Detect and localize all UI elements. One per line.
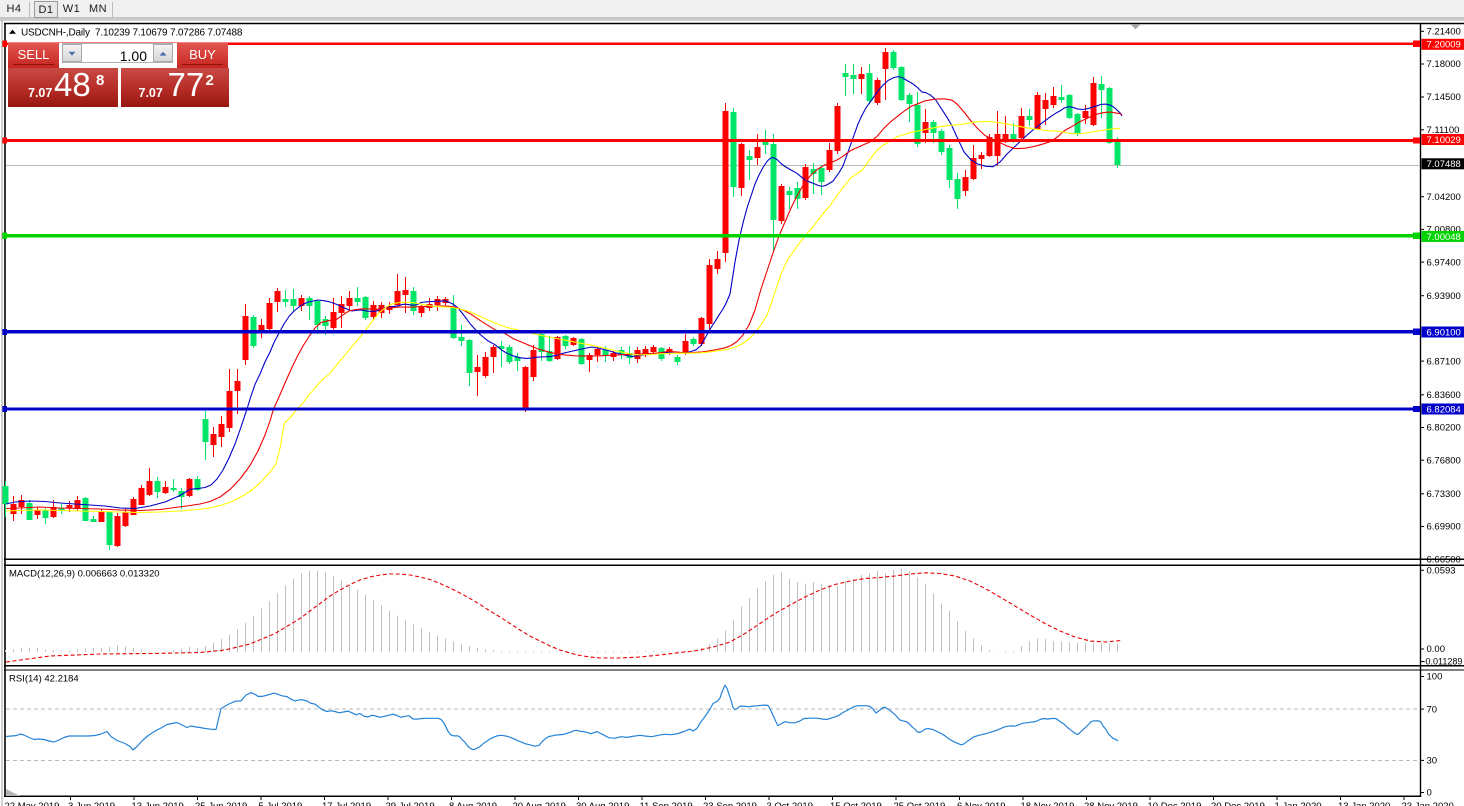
svg-text:23 Sep 2019: 23 Sep 2019 <box>703 801 757 806</box>
svg-text:18 Nov 2019: 18 Nov 2019 <box>1021 801 1075 806</box>
svg-text:70: 70 <box>1427 704 1438 715</box>
svg-text:5 Jul 2019: 5 Jul 2019 <box>259 801 303 806</box>
svg-text:7.21400: 7.21400 <box>1427 27 1461 38</box>
svg-text:3 Jun 2019: 3 Jun 2019 <box>68 801 115 806</box>
svg-text:6.69900: 6.69900 <box>1427 522 1461 533</box>
svg-text:7.11100: 7.11100 <box>1427 125 1460 136</box>
svg-text:6 Nov 2019: 6 Nov 2019 <box>957 801 1006 806</box>
svg-text:10 Dec 2019: 10 Dec 2019 <box>1148 801 1202 806</box>
svg-text:30 Aug 2019: 30 Aug 2019 <box>576 801 629 806</box>
svg-text:25 Jun 2019: 25 Jun 2019 <box>195 801 247 806</box>
svg-text:7.00048: 7.00048 <box>1427 232 1461 243</box>
svg-text:20 Dec 2019: 20 Dec 2019 <box>1211 801 1265 806</box>
svg-text:7.18000: 7.18000 <box>1427 59 1461 70</box>
svg-text:6.80200: 6.80200 <box>1427 423 1461 434</box>
svg-text:13 Jun 2019: 13 Jun 2019 <box>132 801 184 806</box>
svg-text:7.14500: 7.14500 <box>1427 92 1461 103</box>
svg-text:-0.011289: -0.011289 <box>1423 657 1463 667</box>
svg-text:7.20009: 7.20009 <box>1427 40 1461 51</box>
svg-text:6.73300: 6.73300 <box>1427 489 1461 500</box>
svg-text:6.83600: 6.83600 <box>1427 390 1461 401</box>
svg-text:100: 100 <box>1427 672 1443 683</box>
svg-text:USDCNH-,Daily 7.10239 7.10679: USDCNH-,Daily 7.10239 7.10679 7.07286 7.… <box>21 27 243 38</box>
svg-text:7.10029: 7.10029 <box>1427 135 1461 146</box>
svg-text:6.82084: 6.82084 <box>1427 404 1461 415</box>
svg-text:30: 30 <box>1427 756 1438 767</box>
svg-text:6.87100: 6.87100 <box>1427 356 1461 367</box>
svg-text:20 Aug 2019: 20 Aug 2019 <box>513 801 566 806</box>
svg-text:6.90100: 6.90100 <box>1427 327 1461 338</box>
svg-text:0: 0 <box>1427 788 1432 799</box>
svg-text:13 Jan 2020: 13 Jan 2020 <box>1338 801 1390 806</box>
svg-text:28 Nov 2019: 28 Nov 2019 <box>1084 801 1138 806</box>
svg-text:6.93900: 6.93900 <box>1427 291 1461 302</box>
svg-text:6.76800: 6.76800 <box>1427 455 1461 466</box>
svg-text:23 Jan 2020: 23 Jan 2020 <box>1402 801 1454 806</box>
svg-text:7.07488: 7.07488 <box>1427 159 1461 170</box>
svg-text:6.97400: 6.97400 <box>1427 257 1461 268</box>
svg-text:15 Oct 2019: 15 Oct 2019 <box>830 801 882 806</box>
svg-text:11 Sep 2019: 11 Sep 2019 <box>640 801 693 806</box>
svg-text:8 Aug 2019: 8 Aug 2019 <box>449 801 497 806</box>
svg-text:29 Jul 2019: 29 Jul 2019 <box>386 801 435 806</box>
svg-text:25 Oct 2019: 25 Oct 2019 <box>894 801 946 806</box>
svg-text:1 Jan 2020: 1 Jan 2020 <box>1275 801 1322 806</box>
svg-text:7.00800: 7.00800 <box>1427 225 1461 236</box>
svg-text:7.04200: 7.04200 <box>1427 192 1461 203</box>
svg-text:0.0593: 0.0593 <box>1427 566 1456 577</box>
svg-text:3 Oct 2019: 3 Oct 2019 <box>767 801 813 806</box>
svg-text:22 May 2019: 22 May 2019 <box>5 801 60 806</box>
svg-text:17 Jul 2019: 17 Jul 2019 <box>322 801 371 806</box>
svg-text:0.00: 0.00 <box>1427 644 1446 655</box>
svg-text:MACD(12,26,9) 0.006663 0.01332: MACD(12,26,9) 0.006663 0.013320 <box>9 569 160 580</box>
svg-text:RSI(14) 42.2184: RSI(14) 42.2184 <box>9 674 79 685</box>
